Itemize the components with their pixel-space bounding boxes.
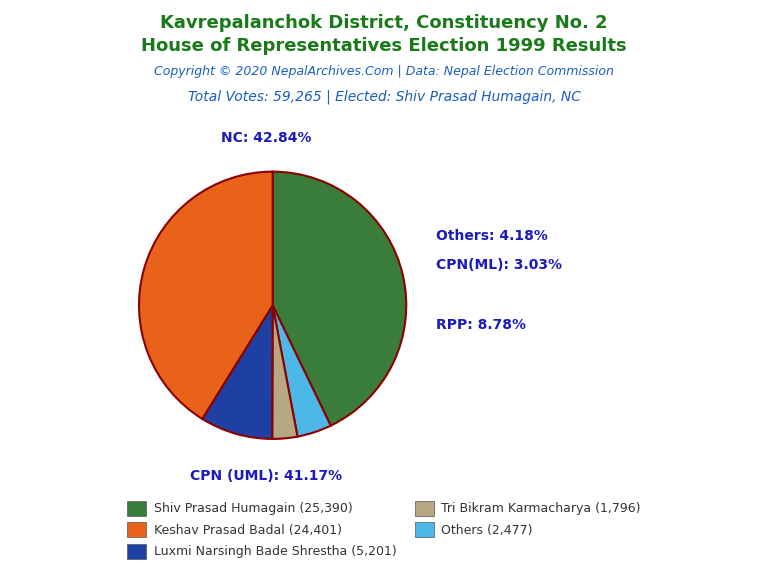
Text: RPP: 8.78%: RPP: 8.78%: [435, 319, 525, 332]
Text: NC: 42.84%: NC: 42.84%: [220, 131, 311, 145]
Legend: Shiv Prasad Humagain (25,390), Keshav Prasad Badal (24,401), Luxmi Narsingh Bade: Shiv Prasad Humagain (25,390), Keshav Pr…: [122, 496, 646, 564]
Text: Copyright © 2020 NepalArchives.Com | Data: Nepal Election Commission: Copyright © 2020 NepalArchives.Com | Dat…: [154, 65, 614, 78]
Wedge shape: [202, 305, 273, 439]
Text: Kavrepalanchok District, Constituency No. 2: Kavrepalanchok District, Constituency No…: [161, 14, 607, 32]
Wedge shape: [273, 172, 406, 426]
Wedge shape: [273, 305, 331, 437]
Text: Total Votes: 59,265 | Elected: Shiv Prasad Humagain, NC: Total Votes: 59,265 | Elected: Shiv Pras…: [187, 89, 581, 104]
Text: Others: 4.18%: Others: 4.18%: [435, 229, 548, 243]
Text: CPN (UML): 41.17%: CPN (UML): 41.17%: [190, 469, 342, 483]
Wedge shape: [272, 305, 297, 439]
Text: House of Representatives Election 1999 Results: House of Representatives Election 1999 R…: [141, 37, 627, 55]
Wedge shape: [139, 172, 273, 419]
Text: CPN(ML): 3.03%: CPN(ML): 3.03%: [435, 258, 561, 272]
